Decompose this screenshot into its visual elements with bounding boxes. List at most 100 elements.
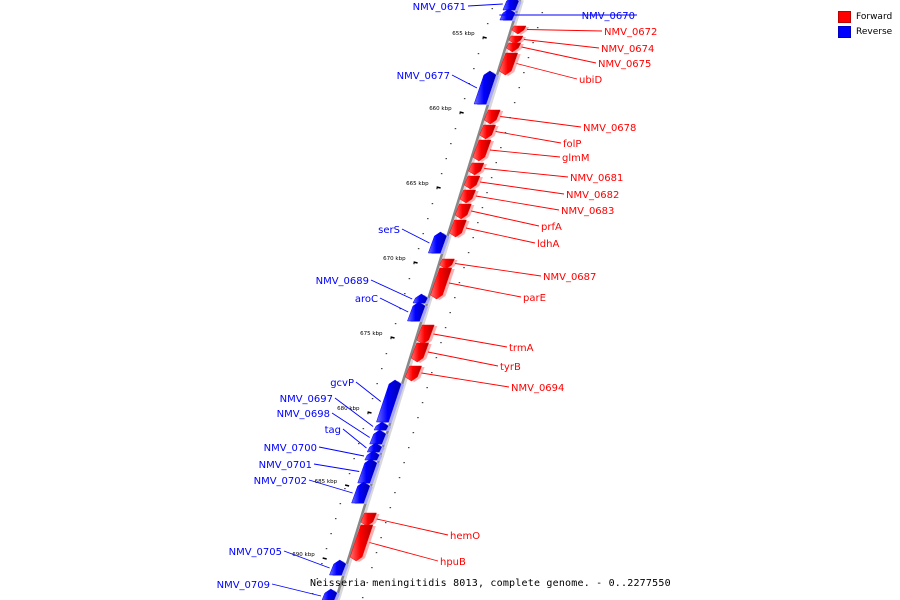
gene-feature[interactable]	[427, 231, 447, 254]
minor-tick	[431, 372, 433, 374]
minor-tick	[427, 218, 429, 220]
minor-tick	[518, 87, 521, 89]
gene-feature[interactable]	[412, 293, 428, 304]
gene-label[interactable]: serS	[378, 225, 400, 236]
gene-label[interactable]: NMV_0697	[280, 394, 333, 405]
gene-label[interactable]: NMV_0702	[254, 476, 307, 487]
gene-feature[interactable]	[405, 365, 423, 382]
gene-label[interactable]: NMV_0675	[598, 59, 651, 70]
minor-tick	[399, 308, 401, 310]
gene-label[interactable]: glmM	[562, 153, 590, 164]
gene-feature[interactable]	[463, 175, 481, 190]
gene-label[interactable]: NMV_0670	[582, 11, 635, 22]
gene-leader-line	[379, 297, 409, 313]
gene-label[interactable]: folP	[563, 139, 581, 150]
legend-forward: Forward	[838, 9, 892, 24]
gene-feature[interactable]	[473, 70, 497, 105]
minor-tick	[500, 147, 502, 149]
gene-feature[interactable]	[499, 8, 516, 21]
gene-feature[interactable]	[416, 324, 435, 345]
gene-feature[interactable]	[430, 267, 453, 300]
gene-label[interactable]: gcvP	[330, 378, 354, 389]
minor-tick	[366, 582, 369, 584]
gene-feature[interactable]	[329, 559, 347, 576]
gene-label[interactable]: NMV_0674	[601, 44, 654, 55]
gene-label[interactable]: NMV_0677	[397, 71, 450, 82]
minor-tick	[472, 237, 474, 239]
gene-label[interactable]: trmA	[509, 343, 534, 354]
minor-tick	[371, 398, 374, 400]
gene-leader-line	[283, 550, 330, 569]
gene-feature[interactable]	[472, 139, 492, 162]
tick-label: 660 kbp	[429, 106, 452, 112]
gene-label[interactable]: parE	[523, 293, 546, 304]
tick-label: 675 kbp	[360, 331, 383, 337]
gene-feature[interactable]	[511, 25, 527, 35]
gene-label[interactable]: NMV_0687	[543, 272, 596, 283]
minor-tick	[330, 533, 332, 535]
minor-tick	[523, 72, 525, 74]
gene-label[interactable]: NMV_0689	[316, 276, 369, 287]
minor-tick	[477, 53, 480, 55]
gene-feature[interactable]	[449, 219, 467, 238]
gene-label[interactable]: ubiD	[579, 75, 602, 86]
gene-feature[interactable]	[407, 301, 426, 322]
major-tick	[482, 36, 487, 39]
gene-feature[interactable]	[439, 258, 455, 270]
gene-label[interactable]: NMV_0678	[583, 123, 636, 134]
minor-tick	[458, 282, 461, 284]
gene-leader-line	[369, 542, 439, 562]
gene-feature[interactable]	[373, 421, 389, 431]
gene-feature[interactable]	[459, 189, 477, 204]
gene-leader-line	[465, 227, 536, 244]
gene-features	[321, 0, 530, 600]
gene-feature[interactable]	[483, 109, 501, 125]
gene-feature[interactable]	[321, 588, 338, 600]
gene-label[interactable]: aroC	[355, 294, 378, 305]
gene-label[interactable]: NMV_0681	[570, 173, 623, 184]
minor-tick	[440, 173, 443, 175]
minor-tick	[394, 492, 396, 494]
gene-label[interactable]: NMV_0671	[413, 2, 466, 13]
gene-feature[interactable]	[498, 52, 519, 76]
minor-tick	[381, 368, 383, 370]
minor-tick	[486, 23, 489, 25]
gene-label[interactable]: NMV_0682	[566, 190, 619, 201]
gene-feature[interactable]	[349, 524, 374, 562]
gene-label[interactable]: NMV_0705	[229, 547, 282, 558]
gene-label[interactable]: hemO	[450, 531, 480, 542]
gene-label[interactable]: ldhA	[537, 239, 559, 250]
minor-tick	[491, 8, 494, 10]
minor-tick	[473, 68, 475, 70]
gene-feature[interactable]	[454, 203, 472, 220]
gene-feature[interactable]	[360, 512, 377, 527]
gene-label[interactable]: prfA	[541, 222, 562, 233]
gene-label[interactable]: NMV_0709	[217, 580, 270, 591]
gene-feature[interactable]	[479, 124, 496, 140]
tick-label: 680 kbp	[337, 406, 360, 412]
minor-tick	[450, 143, 452, 145]
gene-feature[interactable]	[468, 162, 485, 176]
minor-tick	[454, 128, 457, 130]
gene-label[interactable]: tag	[325, 425, 341, 436]
gene-label[interactable]: tyrB	[500, 362, 521, 373]
gene-feature[interactable]	[410, 342, 430, 363]
gene-label[interactable]: hpuB	[440, 557, 466, 568]
gene-label[interactable]: NMV_0694	[511, 383, 564, 394]
gene-feature[interactable]	[508, 35, 524, 45]
gene-label[interactable]: NMV_0700	[264, 443, 317, 454]
minor-tick	[412, 432, 415, 434]
gene-feature[interactable]	[351, 481, 371, 504]
gene-leader-line	[355, 381, 382, 402]
minor-tick	[440, 342, 442, 344]
gene-leader-line	[342, 428, 367, 449]
gene-label[interactable]: NMV_0701	[259, 460, 312, 471]
minor-tick	[380, 537, 382, 539]
gene-label[interactable]: NMV_0672	[604, 27, 657, 38]
gene-label[interactable]: NMV_0683	[561, 206, 614, 217]
gene-label[interactable]: NMV_0698	[277, 409, 330, 420]
gene-leader-line	[271, 583, 322, 597]
minor-tick	[398, 477, 401, 479]
gene-feature[interactable]	[506, 42, 522, 53]
